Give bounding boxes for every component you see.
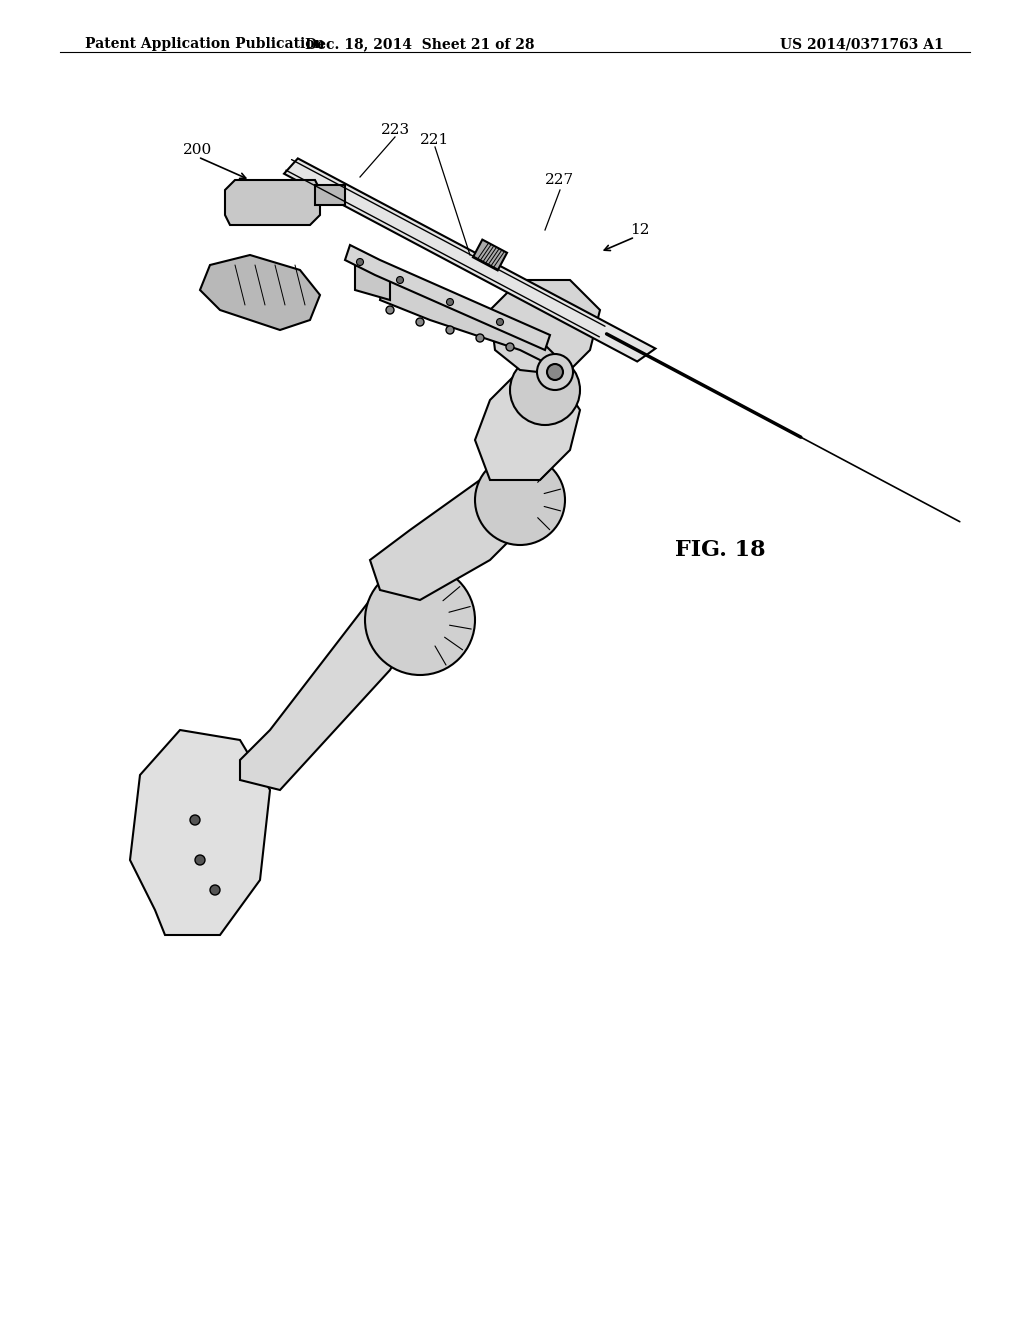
Circle shape [210,884,220,895]
Text: 200: 200 [183,143,213,157]
Text: FIG. 18: FIG. 18 [675,539,765,561]
Circle shape [446,298,454,305]
Polygon shape [225,180,319,224]
Circle shape [506,343,514,351]
Circle shape [446,326,454,334]
Text: Patent Application Publication: Patent Application Publication [85,37,325,51]
Text: 227: 227 [546,173,574,187]
Circle shape [497,318,504,326]
Polygon shape [475,370,580,480]
Polygon shape [345,246,550,350]
Polygon shape [370,480,530,601]
Polygon shape [315,185,345,205]
Circle shape [510,355,580,425]
Polygon shape [473,240,507,271]
Circle shape [365,565,475,675]
Polygon shape [130,730,270,935]
Circle shape [416,318,424,326]
Circle shape [476,334,484,342]
Circle shape [475,455,565,545]
Text: Dec. 18, 2014  Sheet 21 of 28: Dec. 18, 2014 Sheet 21 of 28 [305,37,535,51]
Text: 223: 223 [381,123,410,137]
Polygon shape [380,275,560,380]
Circle shape [537,354,573,389]
Polygon shape [240,590,420,789]
Text: 12: 12 [630,223,650,238]
Polygon shape [490,280,600,375]
Circle shape [195,855,205,865]
Text: 221: 221 [421,133,450,147]
Circle shape [547,364,563,380]
Circle shape [356,259,364,265]
Circle shape [396,276,403,284]
Circle shape [190,814,200,825]
Polygon shape [355,265,390,300]
Polygon shape [284,158,655,362]
Text: US 2014/0371763 A1: US 2014/0371763 A1 [780,37,944,51]
Circle shape [386,306,394,314]
Polygon shape [200,255,319,330]
